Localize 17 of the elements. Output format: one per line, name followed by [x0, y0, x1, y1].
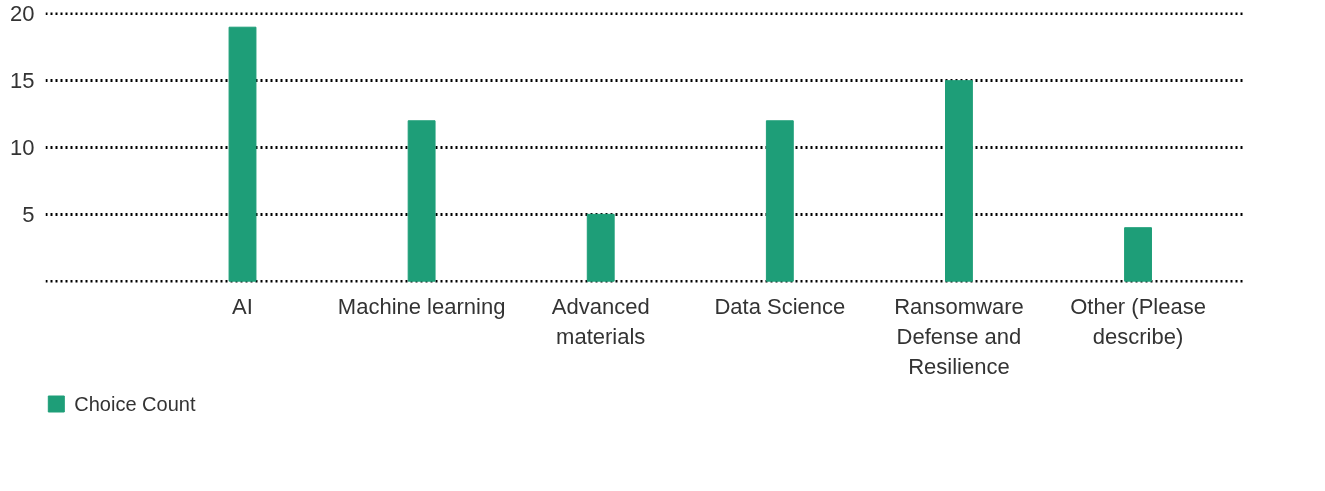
y-tick-label: 15	[10, 68, 35, 94]
y-tick-label: 20	[10, 1, 35, 27]
x-tick-label: Ransomware Defense and Resilience	[894, 293, 1024, 379]
x-tick-label: Advanced materials	[551, 293, 650, 349]
y-tick-label: 5	[22, 201, 35, 227]
x-tick-label: AI	[232, 293, 253, 319]
bar	[407, 120, 436, 282]
y-tick-label: 10	[10, 135, 35, 160]
x-tick-label: Data Science	[714, 293, 846, 319]
bar	[228, 26, 257, 282]
legend-label: Choice Count	[74, 393, 196, 415]
bar	[1124, 227, 1152, 282]
bar	[945, 80, 973, 282]
x-tick-label: Other (Please describe)	[1070, 293, 1206, 349]
x-tick-label: Machine learning	[337, 293, 506, 319]
bar	[765, 120, 794, 282]
bar	[586, 213, 615, 282]
